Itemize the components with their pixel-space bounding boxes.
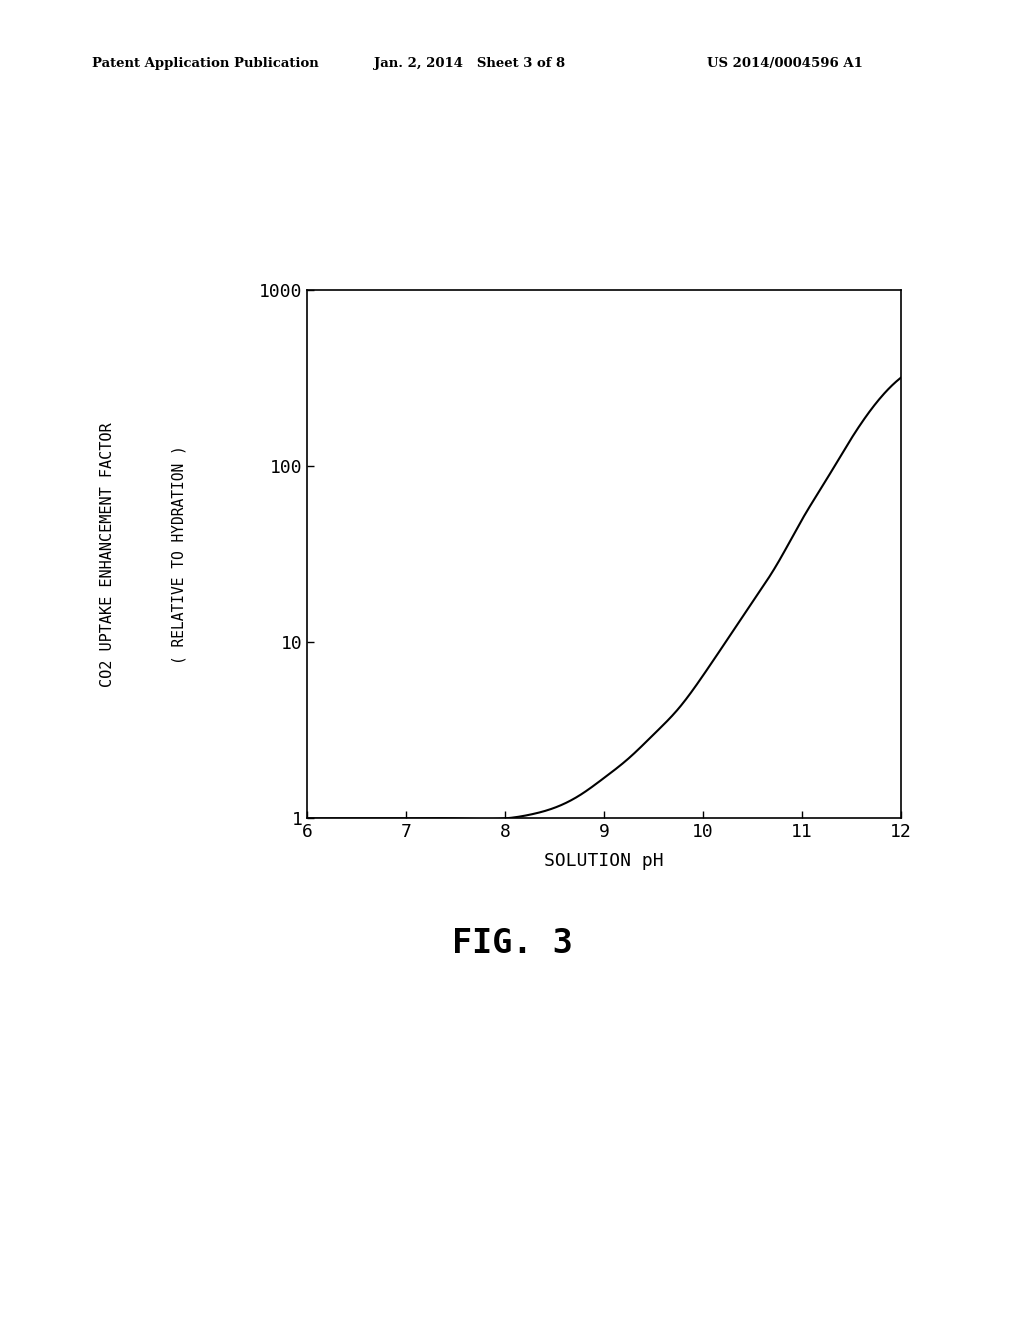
X-axis label: SOLUTION pH: SOLUTION pH <box>545 853 664 870</box>
Text: ( RELATIVE TO HYDRATION ): ( RELATIVE TO HYDRATION ) <box>172 445 186 664</box>
Text: Patent Application Publication: Patent Application Publication <box>92 57 318 70</box>
Text: US 2014/0004596 A1: US 2014/0004596 A1 <box>707 57 862 70</box>
Text: FIG. 3: FIG. 3 <box>452 927 572 961</box>
Text: Jan. 2, 2014   Sheet 3 of 8: Jan. 2, 2014 Sheet 3 of 8 <box>374 57 565 70</box>
Text: CO2 UPTAKE ENHANCEMENT FACTOR: CO2 UPTAKE ENHANCEMENT FACTOR <box>100 422 115 686</box>
